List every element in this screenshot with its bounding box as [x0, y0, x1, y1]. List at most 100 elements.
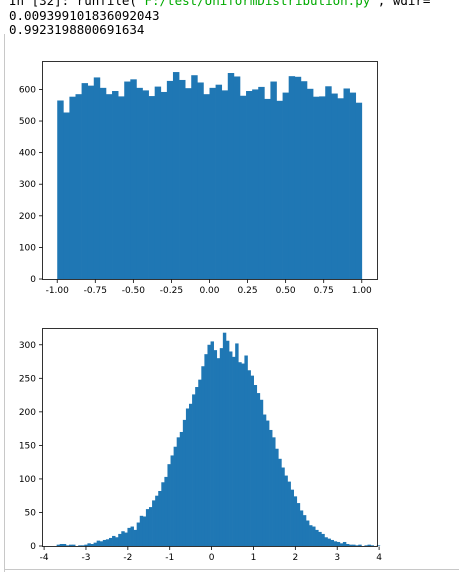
histogram-bar	[108, 537, 113, 546]
histogram-bar	[327, 538, 331, 546]
histogram-bar	[87, 85, 95, 279]
histogram-bar	[219, 348, 224, 546]
histogram-bar	[62, 543, 67, 546]
histogram-bar	[238, 362, 242, 546]
histogram-bar	[333, 541, 338, 546]
histogram-bar	[250, 375, 254, 546]
histogram-bar	[284, 475, 288, 546]
histogram-bar	[155, 495, 159, 546]
histogram-bar	[81, 83, 89, 280]
histogram-bar	[99, 541, 104, 546]
histogram-bar	[204, 354, 208, 546]
histogram-bar	[173, 446, 178, 546]
x-tick-label: 1.00	[352, 286, 372, 296]
console-bottom-border	[4, 569, 459, 570]
x-tick-label: 0.75	[314, 286, 334, 296]
histogram-bar	[158, 490, 162, 546]
histogram-bar	[241, 363, 245, 546]
histogram-bar	[370, 545, 375, 546]
histogram-bar	[145, 509, 150, 546]
console-command-line: In [32]: runfile('F:/test/UniformDistrib…	[9, 0, 430, 8]
histogram-bar	[105, 539, 110, 546]
histogram-bar	[195, 387, 199, 546]
histogram-bar	[207, 344, 211, 546]
histogram-bar	[252, 89, 259, 279]
histogram-bar	[56, 544, 61, 546]
normal-histogram: -4 -3 -2 -1 0 1 2 3 4 0 50 100 150 200 250 300	[19, 328, 382, 563]
histogram-bar	[179, 79, 186, 280]
x-tick-label: 0	[209, 553, 215, 563]
histogram-bar	[124, 532, 128, 546]
histogram-bar	[209, 87, 216, 279]
histogram-bar	[339, 543, 344, 546]
histogram-bar	[264, 98, 271, 279]
histogram-bar	[115, 537, 119, 546]
histogram-bar	[121, 531, 125, 546]
histogram-bar	[318, 531, 322, 546]
x-tick-label: -0.25	[160, 286, 183, 296]
histogram-bar	[170, 455, 174, 546]
histogram-bar	[270, 81, 277, 280]
histogram-bar	[376, 545, 381, 546]
histogram-bar	[282, 92, 290, 279]
histogram-bar	[232, 356, 236, 546]
histogram-bar	[210, 341, 214, 546]
y-tick-label: 100	[19, 243, 36, 253]
histogram-bar	[275, 448, 279, 546]
histogram-bar	[364, 545, 368, 546]
histogram-bar	[324, 537, 328, 546]
histogram-bar	[112, 535, 116, 546]
histogram-bar	[300, 81, 308, 279]
histogram-bar	[312, 526, 316, 546]
histogram-bar	[185, 88, 192, 279]
histogram-bar	[68, 544, 73, 546]
histogram-bar	[148, 507, 153, 546]
histogram-bar	[197, 82, 204, 279]
histogram-bar	[287, 481, 291, 546]
histogram-bar	[313, 96, 320, 279]
histogram-bar	[90, 543, 94, 546]
histogram-bar	[84, 544, 88, 546]
histogram-bar	[102, 539, 107, 546]
histogram-bar	[118, 96, 125, 280]
histogram-bar	[343, 88, 350, 279]
histogram-bar	[309, 525, 313, 546]
histogram-bar	[189, 403, 193, 546]
x-tick-label: -2	[123, 553, 132, 563]
histogram-bar	[306, 88, 314, 279]
histogram-bar	[148, 96, 156, 279]
x-tick-label: 0.50	[276, 286, 296, 296]
x-tick-label: 0.00	[199, 286, 219, 296]
histogram-bar	[331, 93, 338, 280]
x-tick-label: 4	[376, 553, 382, 563]
histogram-bar	[136, 87, 143, 279]
histogram-bar	[215, 84, 223, 280]
histogram-bar	[182, 419, 187, 546]
histogram-bar	[78, 545, 82, 546]
histogram-bar	[276, 100, 283, 280]
console-command-tail: , wdir=	[377, 0, 431, 8]
histogram-bar	[105, 94, 113, 279]
histogram-bar	[201, 366, 205, 546]
histogram-bar	[281, 467, 285, 546]
histogram-bar	[191, 75, 198, 279]
console-prompt: In [32]:	[9, 0, 70, 8]
histogram-bar	[81, 545, 85, 546]
histogram-bar	[296, 503, 301, 546]
histogram-bar	[262, 414, 267, 546]
console-command-string: 'F:/test/UniformDistribution.py'	[136, 0, 378, 8]
histogram-bar	[136, 522, 141, 546]
histogram-bar	[302, 515, 307, 546]
x-tick-label: 1	[251, 553, 257, 563]
histogram-bar	[96, 540, 101, 546]
histogram-bar	[288, 76, 296, 279]
histogram-bar	[272, 437, 276, 546]
histogram-bar	[65, 545, 70, 546]
histogram-bar	[330, 539, 335, 546]
histogram-bar	[118, 533, 122, 546]
histogram-bar	[154, 86, 162, 279]
y-tick-label: 500	[19, 117, 36, 127]
histogram-bar	[63, 112, 70, 279]
histogram-bar	[352, 544, 356, 546]
histogram-bar	[233, 76, 241, 279]
